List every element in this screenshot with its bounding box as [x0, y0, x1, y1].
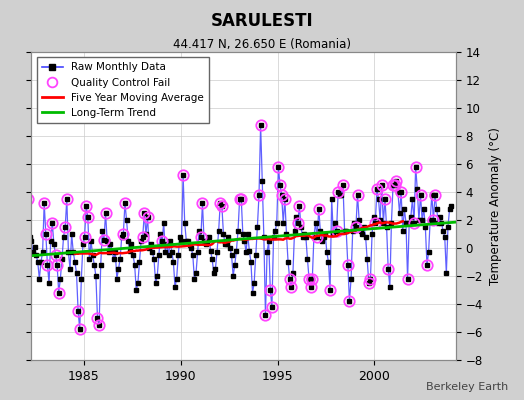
- Text: Berkeley Earth: Berkeley Earth: [426, 382, 508, 392]
- Legend: Raw Monthly Data, Quality Control Fail, Five Year Moving Average, Long-Term Tren: Raw Monthly Data, Quality Control Fail, …: [37, 57, 209, 123]
- Text: 44.417 N, 26.650 E (Romania): 44.417 N, 26.650 E (Romania): [173, 38, 351, 51]
- Text: SARULESTI: SARULESTI: [211, 12, 313, 30]
- Y-axis label: Temperature Anomaly (°C): Temperature Anomaly (°C): [488, 127, 501, 285]
